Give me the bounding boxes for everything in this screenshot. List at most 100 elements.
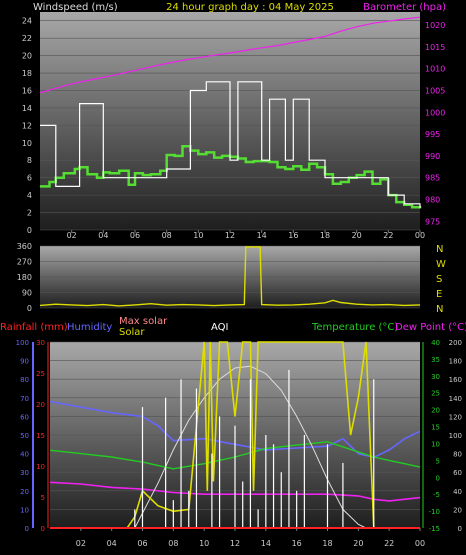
temp-ytick-15: 15 xyxy=(431,424,440,432)
solar-legend: Solar xyxy=(119,327,145,338)
solar-ytick-180: 180 xyxy=(449,358,462,366)
series-barometer-line xyxy=(39,16,421,94)
wind-ytick-12: 12 xyxy=(22,121,32,130)
p1-xtick-06: 06 xyxy=(130,231,140,240)
dir-ytick-0: 0 xyxy=(27,304,32,313)
p3-xtick-08: 08 xyxy=(168,539,178,548)
baro-ytick-995: 995 xyxy=(425,130,440,139)
wind-ytick-14: 14 xyxy=(22,104,32,113)
dir-ytick-360: 360 xyxy=(17,242,32,251)
dir-ytick-180: 180 xyxy=(17,273,32,282)
hum-ytick-0: 0 xyxy=(25,525,29,533)
p1-xtick-00: 00 xyxy=(415,231,425,240)
solar-ytick-140: 140 xyxy=(449,395,462,403)
solar-ytick-80: 80 xyxy=(453,451,462,459)
hum-ytick-10: 10 xyxy=(20,506,29,514)
p3-xtick-16: 16 xyxy=(292,539,302,548)
baro-ytick-1005: 1005 xyxy=(425,86,445,95)
dir-ytick-270: 270 xyxy=(17,258,32,267)
wind-ytick-10: 10 xyxy=(22,139,32,148)
rain-ytick-5: 5 xyxy=(41,494,45,502)
p3-xtick-20: 20 xyxy=(353,539,363,548)
solar-ytick-0: 0 xyxy=(458,525,462,533)
rain-ytick-25: 25 xyxy=(36,370,45,378)
temp-ytick-20: 20 xyxy=(431,407,440,415)
solar-ytick-160: 160 xyxy=(449,376,462,384)
temp-ytick--15: -15 xyxy=(429,525,440,533)
rain-ytick-0: 0 xyxy=(41,525,45,533)
series-wind-direction-line xyxy=(39,246,421,307)
dir-letter-w: W xyxy=(436,259,446,270)
solar-ytick-120: 120 xyxy=(449,413,462,421)
solar-ytick-20: 20 xyxy=(453,506,462,514)
series-gust-line xyxy=(40,81,421,209)
wind-ytick-18: 18 xyxy=(22,69,32,78)
temp-ytick--5: -5 xyxy=(433,491,440,499)
p1-xtick-12: 12 xyxy=(225,231,235,240)
dir-letter-n: N xyxy=(436,244,443,255)
temp-axis-title: Temperature (°C) xyxy=(311,322,398,333)
p3-xtick-18: 18 xyxy=(322,539,332,548)
hum-ytick-50: 50 xyxy=(20,432,29,440)
p3-xtick-06: 06 xyxy=(137,539,147,548)
solar-ytick-60: 60 xyxy=(453,469,462,477)
temp-ytick-0: 0 xyxy=(436,474,440,482)
p1-xtick-08: 08 xyxy=(162,231,172,240)
wind-ytick-24: 24 xyxy=(22,17,32,26)
p1-xtick-22: 22 xyxy=(383,231,393,240)
dir-letter-s: S xyxy=(436,274,442,285)
hum-ytick-40: 40 xyxy=(20,451,29,459)
wind-ytick-2: 2 xyxy=(27,209,32,218)
wind-axis-title: Windspeed (m/s) xyxy=(33,2,118,13)
hum-ytick-30: 30 xyxy=(20,469,29,477)
temp-ytick-25: 25 xyxy=(431,390,440,398)
baro-axis-title: Barometer (hpa) xyxy=(363,2,446,13)
solar-ytick-100: 100 xyxy=(449,432,462,440)
baro-ytick-990: 990 xyxy=(425,152,440,161)
p3-xtick-14: 14 xyxy=(261,539,271,548)
wind-ytick-16: 16 xyxy=(22,86,32,95)
p3-xtick-04: 04 xyxy=(107,539,117,548)
hum-ytick-80: 80 xyxy=(20,376,29,384)
p3-xtick-22: 22 xyxy=(384,539,394,548)
rain-ytick-15: 15 xyxy=(36,432,45,440)
wind-ytick-22: 22 xyxy=(22,34,32,43)
hum-ytick-100: 100 xyxy=(16,339,29,347)
solar-ytick-40: 40 xyxy=(453,488,462,496)
temp-ytick-5: 5 xyxy=(436,457,440,465)
baro-ytick-975: 975 xyxy=(425,217,440,226)
baro-ytick-1000: 1000 xyxy=(425,108,445,117)
aqi-legend: AQI xyxy=(211,322,229,333)
rain-ytick-20: 20 xyxy=(36,401,45,409)
p1-xtick-20: 20 xyxy=(352,231,362,240)
p1-xtick-10: 10 xyxy=(193,231,203,240)
baro-ytick-1010: 1010 xyxy=(425,65,445,74)
p3-xtick-02: 02 xyxy=(76,539,86,548)
p1-xtick-18: 18 xyxy=(320,231,330,240)
temp-ytick-30: 30 xyxy=(431,373,440,381)
dir-letter-e: E xyxy=(436,289,442,300)
p3-xtick-00: 00 xyxy=(415,539,425,548)
temp-ytick-10: 10 xyxy=(431,440,440,448)
wind-ytick-20: 20 xyxy=(22,52,32,61)
humidity-legend: Humidity xyxy=(67,322,112,333)
dew-axis-title: Dew Point (°C) xyxy=(395,322,466,333)
max-solar-legend: Max solar xyxy=(119,316,168,327)
hum-ytick-60: 60 xyxy=(20,413,29,421)
p1-xtick-02: 02 xyxy=(67,231,77,240)
baro-ytick-1020: 1020 xyxy=(425,21,445,30)
dir-ytick-90: 90 xyxy=(22,289,32,298)
wind-ytick-6: 6 xyxy=(27,174,32,183)
baro-ytick-980: 980 xyxy=(425,195,440,204)
p1-xtick-14: 14 xyxy=(257,231,267,240)
p1-xtick-04: 04 xyxy=(98,231,108,240)
hum-ytick-70: 70 xyxy=(20,395,29,403)
rain-ytick-10: 10 xyxy=(36,463,45,471)
baro-ytick-985: 985 xyxy=(425,174,440,183)
temp-ytick-35: 35 xyxy=(431,356,440,364)
wind-ytick-4: 4 xyxy=(27,191,32,200)
series-aqi-spikes xyxy=(134,369,375,528)
solar-ytick-200: 200 xyxy=(449,339,462,347)
temp-ytick--10: -10 xyxy=(429,508,440,516)
